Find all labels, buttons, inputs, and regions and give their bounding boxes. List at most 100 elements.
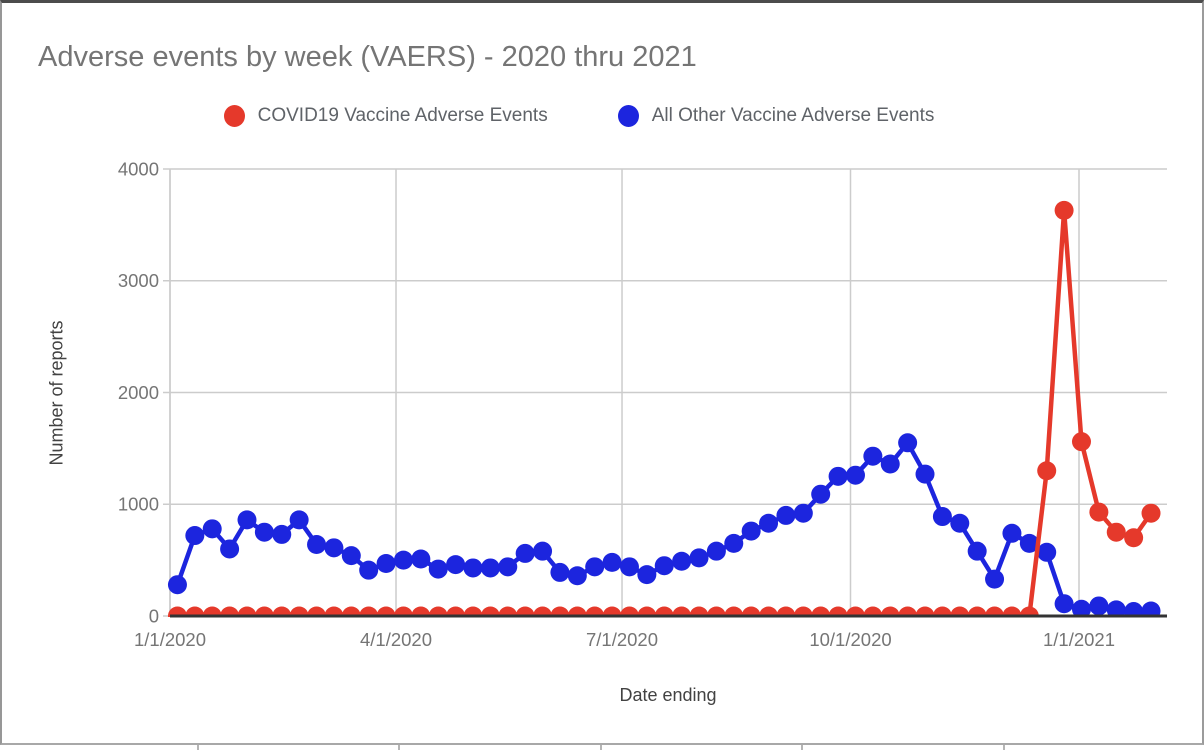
- data-point[interactable]: [880, 454, 900, 474]
- data-point[interactable]: [550, 562, 570, 582]
- data-point[interactable]: [376, 606, 396, 626]
- data-point[interactable]: [393, 606, 413, 626]
- data-point[interactable]: [915, 464, 935, 484]
- data-point[interactable]: [637, 606, 657, 626]
- data-point[interactable]: [759, 513, 779, 533]
- data-point[interactable]: [776, 505, 796, 525]
- chart-plot-area[interactable]: 0 1000 2000 3000 4000 1/1/2020 4/1/2020 7/1/202…: [2, 3, 1202, 743]
- data-point[interactable]: [167, 575, 187, 595]
- legend-item-all-other[interactable]: All Other Vaccine Adverse Events: [617, 105, 934, 127]
- data-point[interactable]: [863, 446, 883, 466]
- data-point[interactable]: [602, 552, 622, 572]
- data-point[interactable]: [515, 606, 535, 626]
- data-point[interactable]: [463, 606, 483, 626]
- data-point[interactable]: [776, 606, 796, 626]
- data-point[interactable]: [828, 466, 848, 486]
- data-point[interactable]: [324, 606, 344, 626]
- data-point[interactable]: [706, 606, 726, 626]
- data-point[interactable]: [672, 551, 692, 571]
- data-point[interactable]: [863, 606, 883, 626]
- data-point[interactable]: [202, 606, 222, 626]
- data-point[interactable]: [237, 606, 257, 626]
- data-point[interactable]: [359, 606, 379, 626]
- data-point[interactable]: [1037, 542, 1057, 562]
- data-point[interactable]: [1141, 601, 1161, 620]
- data-point[interactable]: [689, 606, 709, 626]
- data-point[interactable]: [950, 513, 970, 533]
- data-point[interactable]: [428, 559, 448, 579]
- data-point[interactable]: [619, 557, 639, 577]
- data-point[interactable]: [967, 606, 987, 626]
- data-point[interactable]: [932, 507, 952, 527]
- data-point[interactable]: [272, 606, 292, 626]
- data-point[interactable]: [341, 606, 361, 626]
- data-point[interactable]: [220, 539, 240, 559]
- data-point[interactable]: [167, 606, 187, 626]
- data-point[interactable]: [1124, 602, 1144, 621]
- data-point[interactable]: [706, 541, 726, 561]
- data-point[interactable]: [307, 534, 327, 554]
- data-point[interactable]: [254, 522, 274, 542]
- data-point[interactable]: [1019, 606, 1039, 626]
- data-point[interactable]: [845, 606, 865, 626]
- data-point[interactable]: [845, 465, 865, 485]
- data-point[interactable]: [1141, 503, 1161, 523]
- data-point[interactable]: [411, 606, 431, 626]
- data-point[interactable]: [1124, 528, 1144, 548]
- data-point[interactable]: [550, 606, 570, 626]
- data-point[interactable]: [1071, 599, 1091, 619]
- data-point[interactable]: [289, 606, 309, 626]
- data-point[interactable]: [915, 606, 935, 626]
- data-point[interactable]: [1002, 523, 1022, 543]
- data-point[interactable]: [1037, 461, 1057, 481]
- data-point[interactable]: [759, 606, 779, 626]
- data-point[interactable]: [359, 560, 379, 580]
- data-point[interactable]: [533, 606, 553, 626]
- data-point[interactable]: [1054, 200, 1074, 220]
- data-point[interactable]: [411, 549, 431, 569]
- data-point[interactable]: [1071, 432, 1091, 452]
- data-point[interactable]: [880, 606, 900, 626]
- data-point[interactable]: [376, 553, 396, 573]
- data-point[interactable]: [393, 550, 413, 570]
- data-point[interactable]: [185, 606, 205, 626]
- data-point[interactable]: [724, 606, 744, 626]
- data-point[interactable]: [793, 606, 813, 626]
- data-point[interactable]: [950, 606, 970, 626]
- data-point[interactable]: [480, 558, 500, 578]
- data-point[interactable]: [237, 510, 257, 530]
- data-point[interactable]: [515, 543, 535, 563]
- data-point[interactable]: [898, 606, 918, 626]
- data-point[interactable]: [1054, 594, 1074, 614]
- data-point[interactable]: [672, 606, 692, 626]
- data-point[interactable]: [724, 533, 744, 553]
- data-point[interactable]: [463, 558, 483, 578]
- data-point[interactable]: [828, 606, 848, 626]
- data-point[interactable]: [741, 606, 761, 626]
- data-point[interactable]: [602, 606, 622, 626]
- data-point[interactable]: [585, 557, 605, 577]
- data-point[interactable]: [446, 555, 466, 575]
- data-point[interactable]: [689, 548, 709, 568]
- data-point[interactable]: [480, 606, 500, 626]
- data-point[interactable]: [1089, 502, 1109, 522]
- data-point[interactable]: [220, 606, 240, 626]
- data-point[interactable]: [533, 541, 553, 561]
- data-point[interactable]: [289, 510, 309, 530]
- data-point[interactable]: [185, 526, 205, 546]
- data-point[interactable]: [1019, 533, 1039, 553]
- data-point[interactable]: [307, 606, 327, 626]
- data-point[interactable]: [741, 521, 761, 541]
- data-point[interactable]: [811, 606, 831, 626]
- data-point[interactable]: [654, 606, 674, 626]
- data-point[interactable]: [254, 606, 274, 626]
- data-point[interactable]: [619, 606, 639, 626]
- data-point[interactable]: [272, 524, 292, 544]
- data-point[interactable]: [811, 484, 831, 504]
- data-point[interactable]: [1002, 606, 1022, 626]
- data-point[interactable]: [498, 606, 518, 626]
- data-point[interactable]: [341, 546, 361, 566]
- data-point[interactable]: [324, 538, 344, 558]
- data-point[interactable]: [202, 519, 222, 539]
- data-point[interactable]: [967, 541, 987, 561]
